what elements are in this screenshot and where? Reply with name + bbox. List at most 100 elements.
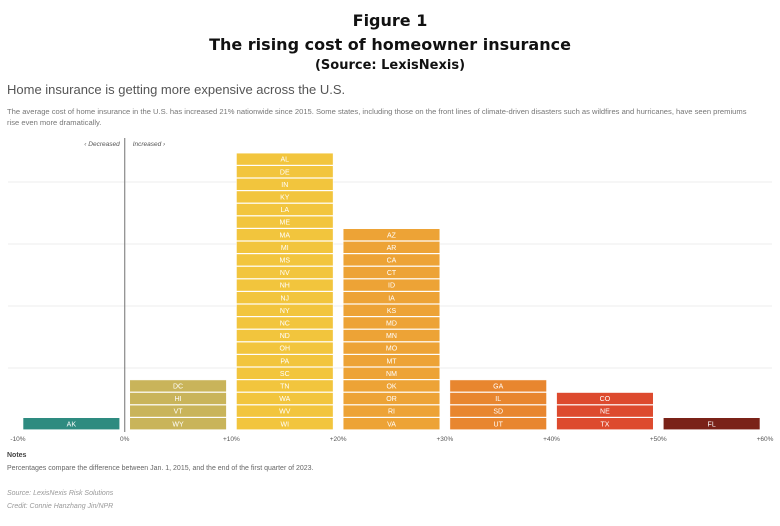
- state-label: NE: [600, 409, 610, 416]
- state-label: OH: [280, 346, 291, 353]
- state-cell: NJ: [236, 291, 334, 304]
- bar-segment: [449, 404, 547, 418]
- state-label: PA: [280, 358, 289, 365]
- state-cell: IA: [342, 291, 441, 304]
- state-cell: MI: [236, 241, 334, 254]
- bar-segment: [236, 404, 334, 418]
- x-tick-label: +50%: [650, 436, 667, 443]
- state-cell: CO: [556, 392, 654, 405]
- bar-segment: [342, 278, 441, 292]
- state-label: TX: [600, 421, 609, 428]
- state-label: MT: [386, 358, 397, 365]
- state-cell: FL: [662, 417, 761, 431]
- state-cell: LA: [236, 203, 334, 216]
- state-cell: NC: [236, 316, 334, 330]
- state-label: IN: [281, 182, 288, 189]
- bar-segment: [342, 392, 441, 405]
- state-cell: MD: [342, 316, 441, 330]
- bar-segment: [556, 392, 654, 405]
- bar-segment: [236, 266, 334, 279]
- histogram-chart: AK WY VT HI DC WI WV WA TN SC PA OH ND NC NY NJ NH NV MS MI…: [8, 138, 774, 443]
- state-cell: TN: [236, 379, 334, 393]
- state-label: AR: [387, 245, 397, 252]
- state-cell: IL: [449, 392, 547, 405]
- x-tick-label: +40%: [543, 436, 560, 443]
- bar-segment: [236, 329, 334, 342]
- x-tick-label: +20%: [330, 436, 347, 443]
- state-cell: ND: [236, 329, 334, 342]
- decreased-label: ‹ Decreased: [84, 141, 120, 148]
- state-label: HI: [175, 396, 182, 403]
- state-label: WV: [279, 409, 291, 416]
- state-label: DC: [173, 384, 183, 391]
- state-label: WY: [172, 421, 184, 428]
- bar-segment: [236, 278, 334, 292]
- state-cell: AZ: [342, 228, 441, 241]
- bar-segment: [342, 253, 441, 267]
- state-label: KY: [280, 195, 290, 202]
- state-label: ID: [388, 283, 395, 290]
- bar-segment: [236, 190, 334, 204]
- author-credit: Credit: Connie Hanzhang Jin/NPR: [7, 503, 114, 510]
- bar-segment: [449, 379, 547, 393]
- bar-segment: [236, 291, 334, 304]
- state-label: FL: [708, 421, 716, 428]
- state-label: ND: [280, 333, 290, 340]
- state-label: DE: [280, 169, 290, 176]
- state-cell: MT: [342, 354, 441, 367]
- x-tick-label: -10%: [10, 436, 25, 443]
- bar-segment: [22, 417, 121, 431]
- bar-segment: [342, 304, 441, 317]
- bar-segment: [342, 241, 441, 254]
- state-cell: DE: [236, 165, 334, 179]
- bar-segment: [236, 304, 334, 317]
- state-cell: PA: [236, 354, 334, 367]
- state-label: CA: [387, 258, 397, 265]
- state-cell: OK: [342, 379, 441, 393]
- state-label: CO: [600, 396, 611, 403]
- bar-segment: [129, 392, 227, 405]
- state-cell: MS: [236, 253, 334, 267]
- bar-segment: [236, 203, 334, 216]
- state-cell: ME: [236, 215, 334, 229]
- x-tick-label: +10%: [223, 436, 240, 443]
- state-label: NY: [280, 308, 290, 315]
- bar-segment: [236, 228, 334, 241]
- x-tick-label: +60%: [757, 436, 774, 443]
- bar-segment: [236, 241, 334, 254]
- state-label: IA: [388, 295, 395, 302]
- state-cell: AL: [236, 152, 334, 166]
- state-cell: HI: [129, 392, 227, 405]
- state-cell: KY: [236, 190, 334, 204]
- bar-segment: [342, 417, 441, 431]
- state-label: UT: [494, 421, 504, 428]
- state-cell: OH: [236, 341, 334, 355]
- bar-segment: [236, 417, 334, 431]
- state-label: LA: [281, 207, 290, 214]
- figure-source: (Source: LexisNexis): [314, 58, 466, 73]
- state-label: NH: [280, 283, 290, 290]
- bar-segment: [342, 291, 441, 304]
- notes-heading: Notes: [7, 452, 27, 459]
- state-cell: OR: [342, 392, 441, 405]
- state-label: VT: [174, 409, 184, 416]
- bar-segment: [236, 253, 334, 267]
- state-cell: CA: [342, 253, 441, 267]
- state-label: MI: [281, 245, 289, 252]
- state-label: AZ: [387, 232, 397, 239]
- state-label: WA: [279, 396, 290, 403]
- state-cell: NM: [342, 367, 441, 380]
- state-label: NM: [386, 371, 397, 378]
- bar-segment: [342, 329, 441, 342]
- state-cell: MO: [342, 341, 441, 355]
- state-cell: WI: [236, 417, 334, 431]
- state-label: IL: [495, 396, 501, 403]
- bar-segment: [236, 165, 334, 179]
- bar-segment: [236, 392, 334, 405]
- state-label: AK: [67, 421, 77, 428]
- bar-segment: [556, 404, 654, 418]
- state-cell: VT: [129, 404, 227, 418]
- state-label: MD: [386, 321, 397, 328]
- bar-segment: [342, 341, 441, 355]
- x-tick-label: 0%: [120, 436, 130, 443]
